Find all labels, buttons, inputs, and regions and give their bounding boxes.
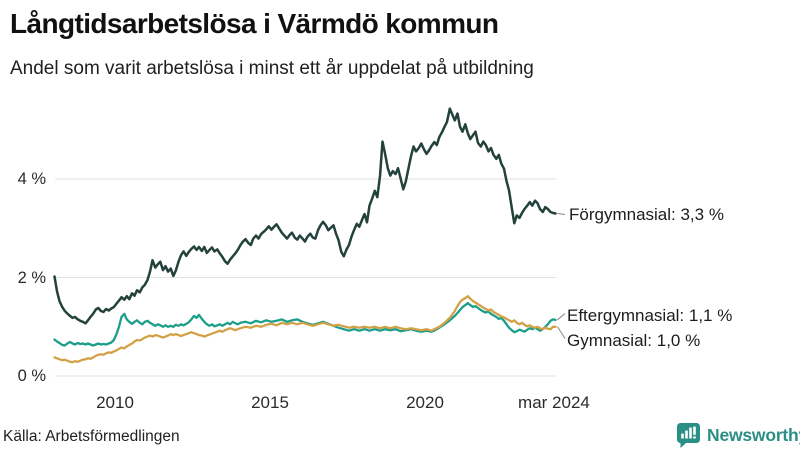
x-axis-tick-2010: 2010 bbox=[96, 393, 134, 412]
y-axis-tick-2: 2 % bbox=[17, 268, 46, 287]
x-axis-tick-2020: 2020 bbox=[406, 393, 444, 412]
newsworthy-badge-icon bbox=[676, 422, 701, 449]
y-axis-tick-4: 4 % bbox=[17, 170, 46, 188]
x-axis-tick-2015: 2015 bbox=[251, 393, 289, 412]
label-connector bbox=[557, 313, 566, 321]
series-line-gymnasial bbox=[53, 295, 557, 364]
x-axis-tick-mar-2024: mar 2024 bbox=[518, 393, 590, 412]
series-label-gymnasial: Gymnasial: 1,0 % bbox=[567, 331, 701, 350]
series-line-förgymnasial bbox=[53, 107, 557, 325]
series-label-forgymnasial: Förgymnasial: 3,3 % bbox=[569, 205, 724, 224]
series-label-eftergymnasial: Eftergymnasial: 1,1 % bbox=[567, 306, 733, 325]
y-axis-tick-0: 0 % bbox=[17, 367, 46, 385]
source-note: Källa: Arbetsförmedlingen bbox=[3, 428, 180, 445]
series-line-eftergymnasial bbox=[53, 301, 557, 347]
label-connector bbox=[557, 326, 566, 339]
newsworthy-wordmark: Newsworthy bbox=[707, 425, 800, 445]
label-connector bbox=[557, 212, 566, 216]
newsworthy-logo-link[interactable]: Newsworthy bbox=[676, 422, 800, 449]
chart-subtitle: Andel som varit arbetslösa i minst ett å… bbox=[10, 58, 534, 79]
page-title: Långtidsarbetslösa i Värmdö kommun bbox=[10, 8, 499, 39]
